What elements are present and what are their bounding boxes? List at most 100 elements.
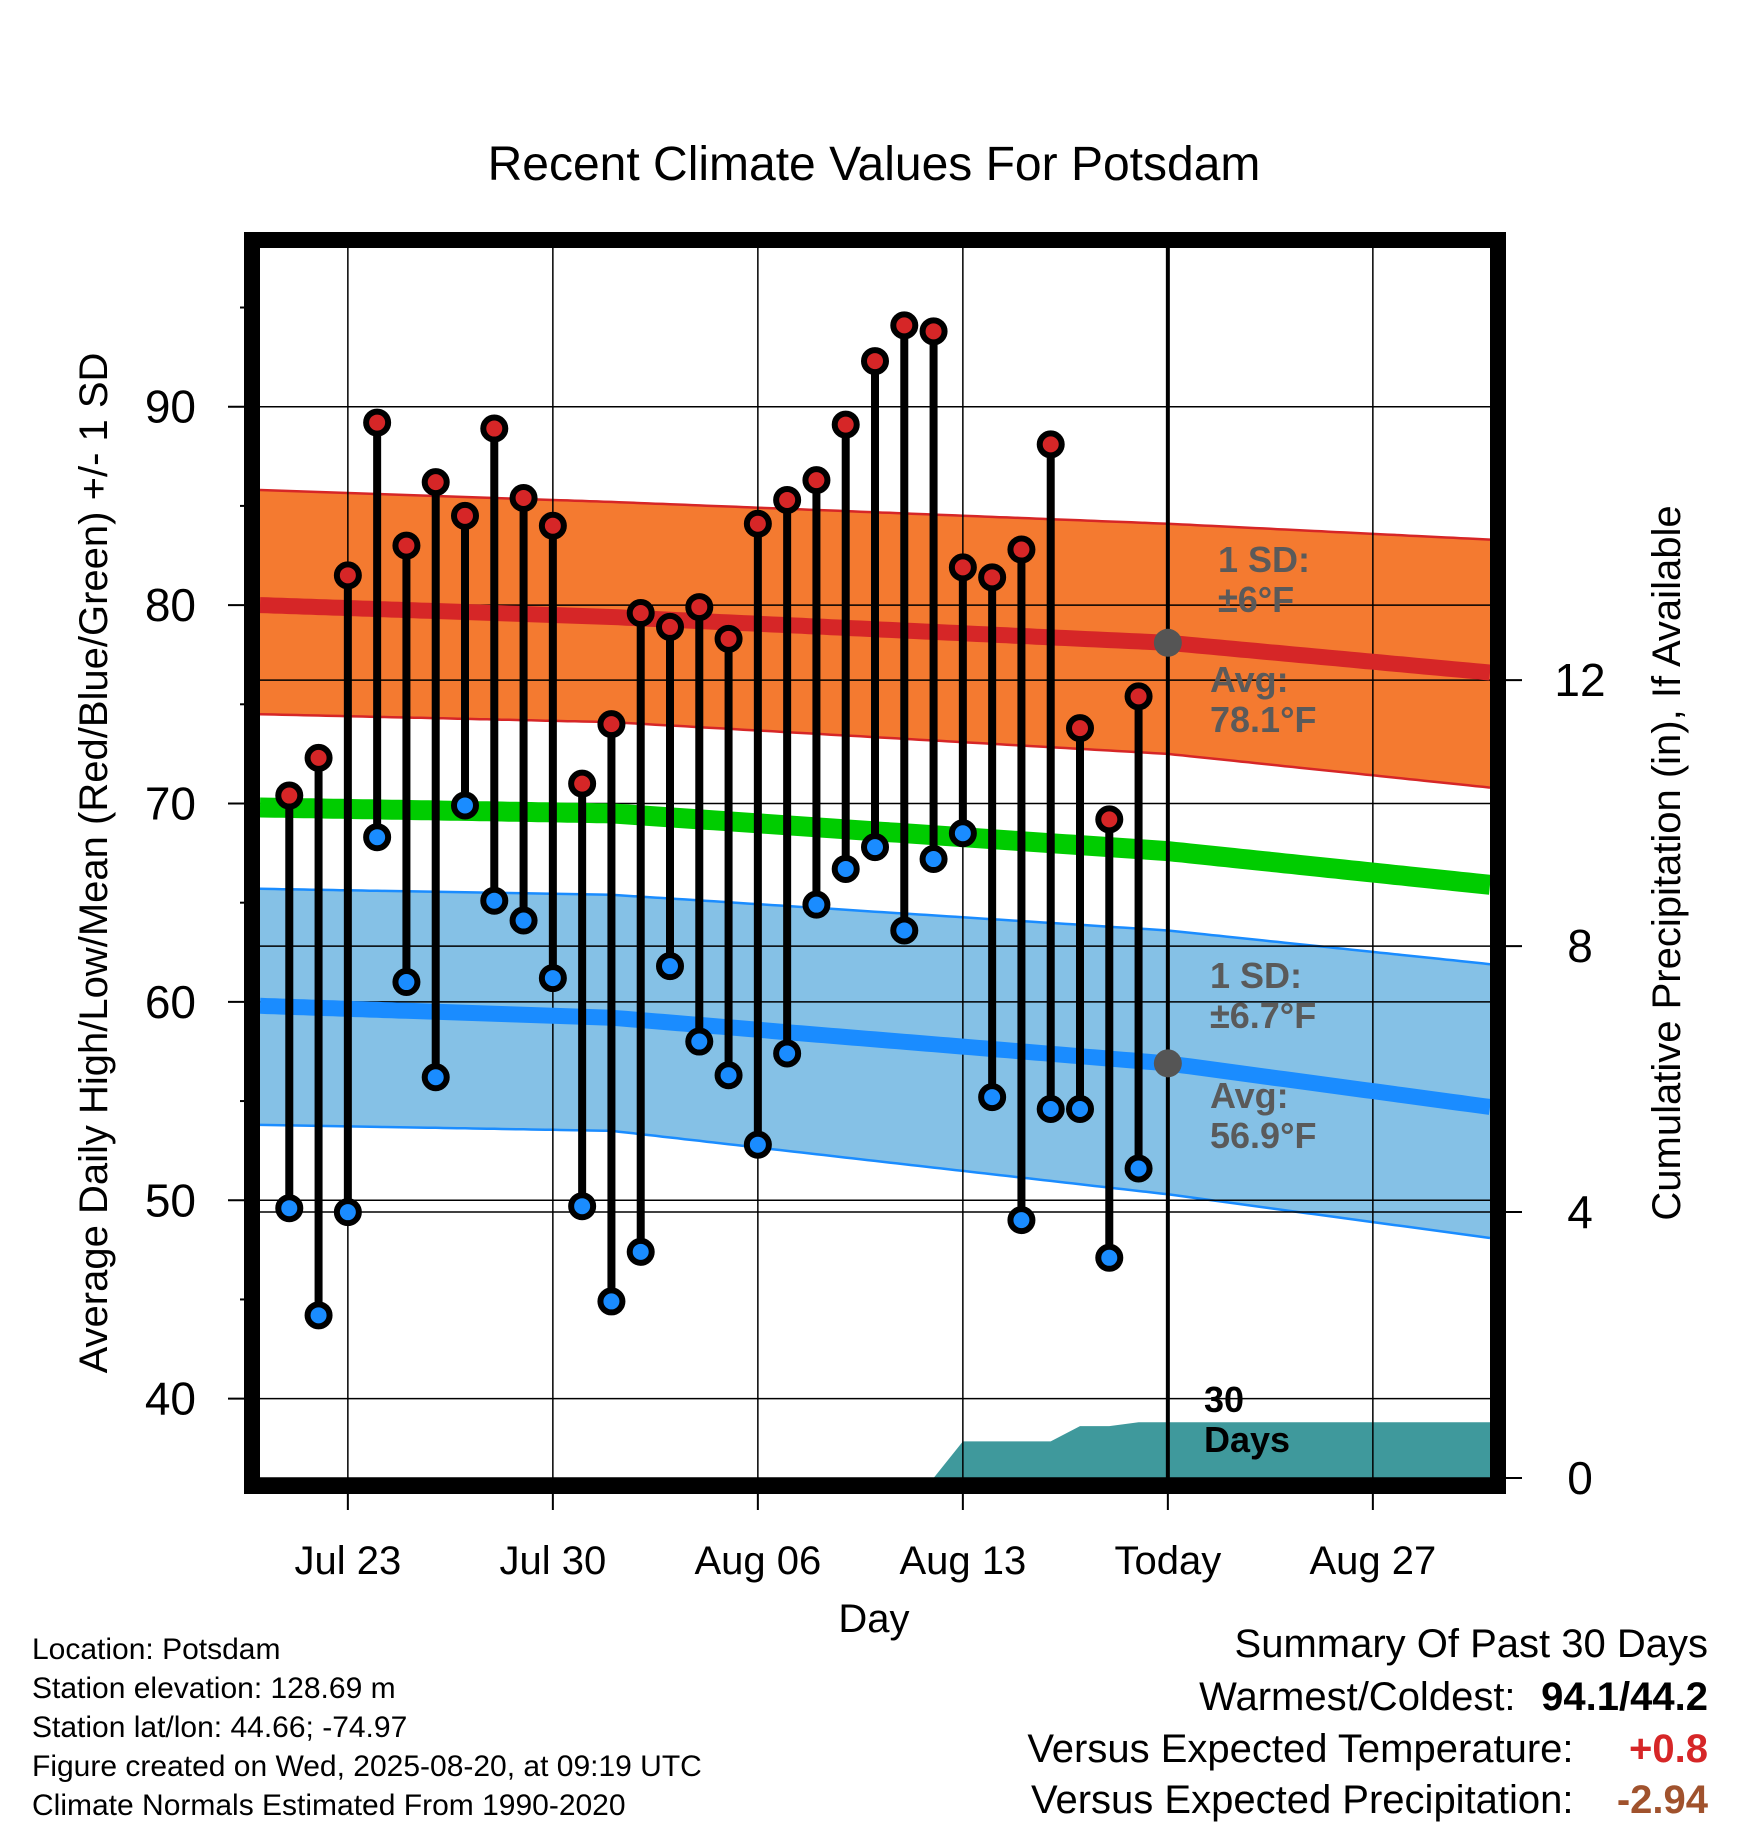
daily-low-point (861, 833, 889, 862)
daily-high-point (831, 410, 860, 439)
daily-high-point (685, 593, 714, 622)
low-sd-band (260, 888, 1490, 1238)
daily-low-point (509, 906, 538, 935)
plot-frame (244, 232, 1506, 1494)
created-text: Figure created on Wed, 2025-08-20, at 09… (32, 1750, 702, 1783)
y2-tick-label: 8 (1567, 920, 1593, 972)
daily-low-point (773, 1039, 802, 1068)
summary-title-text: Summary Of Past 30 Days (1234, 1622, 1708, 1666)
precipitation-area (933, 1422, 1490, 1478)
x-tick-label: Jul 30 (499, 1539, 606, 1583)
daily-high-point (451, 501, 479, 530)
y-tick-label: 90 (145, 381, 196, 433)
daily-high-point (568, 769, 597, 798)
period-label: Days (1204, 1419, 1290, 1460)
daily-low-point (1007, 1206, 1036, 1235)
elevation-text: Station elevation: 128.69 m (32, 1672, 396, 1705)
y2-axis-label: Cumulative Precipitation (in), If Availa… (1645, 505, 1689, 1220)
daily-high-point (1007, 535, 1036, 564)
x-axis-label: Day (838, 1597, 909, 1641)
precip-row: Versus Expected Precipitation: -2.94 (1031, 1778, 1708, 1823)
x-tick-label: Aug 13 (899, 1539, 1026, 1583)
daily-low-point (948, 819, 977, 848)
low-sd-label: 1 SD: (1210, 955, 1302, 996)
daily-low-point (1095, 1243, 1124, 1272)
today-high-avg-marker (1153, 628, 1182, 657)
latlon-text: Station lat/lon: 44.66; -74.97 (32, 1711, 408, 1744)
daily-low-point (363, 823, 392, 852)
daily-high-point (1124, 682, 1153, 711)
daily-high-point (948, 553, 977, 582)
daily-high-point (743, 509, 772, 538)
period-label: 30 (1204, 1379, 1244, 1420)
daily-low-point (919, 845, 948, 874)
y-tick-label: 40 (145, 1373, 196, 1425)
daily-high-point (1066, 714, 1094, 743)
low-sd-label: ±6.7°F (1210, 995, 1316, 1036)
summary-title: Summary Of Past 30 Days (1235, 1622, 1708, 1667)
high-sd-label: 1 SD: (1218, 539, 1310, 580)
low-sd-lower-line (260, 1123, 1490, 1240)
axes: 40 50 60 70 80 90 0 4 8 12 Jul 23 Jul 30 Aug 06 Aug 1… (145, 306, 1606, 1583)
y-tick-label: 70 (145, 777, 196, 829)
daily-low-point (685, 1027, 714, 1056)
daily-high-point (275, 781, 304, 810)
precip-label: Versus Expected Precipitation: (1031, 1778, 1574, 1822)
y-tick-label: 50 (145, 1174, 196, 1226)
low-average-line (260, 997, 1490, 1115)
daily-low-point (714, 1061, 743, 1090)
daily-high-point (802, 466, 831, 495)
high-sd-label: ±6°F (1218, 579, 1294, 620)
daily-high-point (363, 408, 392, 437)
daily-low-point (568, 1192, 597, 1221)
chart-title: Recent Climate Values For Potsdam (488, 138, 1261, 191)
daily-high-point (890, 311, 919, 340)
x-tick-label: Jul 23 (294, 1539, 401, 1583)
daily-low-point (538, 964, 567, 993)
temp-row: Versus Expected Temperature: +0.8 (1027, 1727, 1708, 1772)
daily-low-point (421, 1063, 450, 1092)
daily-high-point (714, 624, 743, 653)
low-sd-upper-line (260, 887, 1490, 966)
x-tick-label: Today (1114, 1539, 1221, 1583)
daily-high-point (1036, 430, 1065, 459)
daily-low-point (451, 791, 479, 820)
daily-high-point (421, 468, 450, 497)
low-avg-label: 56.9°F (1210, 1115, 1316, 1156)
daily-low-point (1066, 1095, 1094, 1123)
daily-high-point (480, 414, 509, 443)
y2-tick-label: 4 (1567, 1186, 1593, 1238)
x-tick-label: Aug 06 (694, 1539, 821, 1583)
daily-low-point (656, 952, 684, 981)
location-text: Location: Potsdam (32, 1633, 281, 1666)
y2-tick-label: 0 (1567, 1452, 1593, 1504)
daily-low-point (597, 1287, 626, 1316)
daily-low-point (831, 854, 860, 883)
daily-low-point (333, 1198, 362, 1227)
low-avg-label: Avg: (1210, 1075, 1289, 1116)
high-avg-label: 78.1°F (1210, 699, 1316, 740)
daily-low-point (275, 1194, 304, 1223)
daily-low-point (392, 968, 421, 997)
precip-value: -2.94 (1616, 1778, 1708, 1822)
temp-label: Versus Expected Temperature: (1027, 1727, 1574, 1771)
daily-low-point (978, 1083, 1007, 1112)
temp-value: +0.8 (1629, 1727, 1708, 1771)
warmest-label: Warmest/Coldest: (1199, 1675, 1516, 1719)
x-tick-label: Aug 27 (1309, 1539, 1436, 1583)
today-low-avg-marker (1153, 1049, 1182, 1078)
today-markers (1153, 628, 1182, 1078)
daily-low-point (1124, 1154, 1153, 1183)
daily-high-point (597, 710, 626, 739)
daily-high-point (919, 317, 948, 346)
daily-high-point (1095, 805, 1124, 834)
daily-points (275, 311, 1153, 1330)
high-avg-label: Avg: (1210, 659, 1289, 700)
daily-high-point (626, 599, 655, 628)
daily-low-point (1036, 1095, 1065, 1123)
warmest-value: 94.1/44.2 (1541, 1675, 1708, 1719)
y-tick-label: 80 (145, 579, 196, 631)
daily-low-point (626, 1237, 655, 1266)
daily-high-point (773, 485, 802, 514)
